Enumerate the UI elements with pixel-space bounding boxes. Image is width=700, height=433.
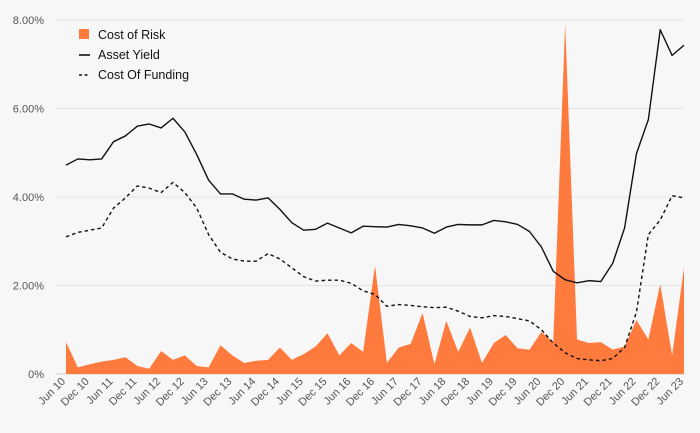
line-series-layer — [65, 29, 685, 362]
legend-label-cost-of-funding: Cost Of Funding — [98, 68, 189, 82]
series-area-cost-of-risk — [66, 23, 684, 374]
y-tick-label: 2.00% — [13, 281, 44, 293]
y-tick-label: 0% — [28, 369, 44, 381]
legend-label-asset-yield: Asset Yield — [98, 48, 160, 62]
cost-of-risk-area-layer — [66, 23, 684, 374]
y-axis-ticks: 0% 2.00% 4.00% 6.00% 8.00% — [13, 15, 44, 381]
series-line-asset-yield — [65, 29, 685, 284]
y-tick-label: 8.00% — [13, 15, 44, 27]
legend-label-cost-of-risk: Cost of Risk — [98, 28, 166, 42]
legend: Cost of Risk Asset Yield Cost Of Funding — [79, 28, 189, 82]
y-tick-label: 4.00% — [13, 192, 44, 204]
y-tick-label: 6.00% — [13, 104, 44, 116]
x-tick-label: Jun 23 — [654, 376, 686, 408]
legend-swatch-cost-of-risk — [79, 29, 89, 39]
